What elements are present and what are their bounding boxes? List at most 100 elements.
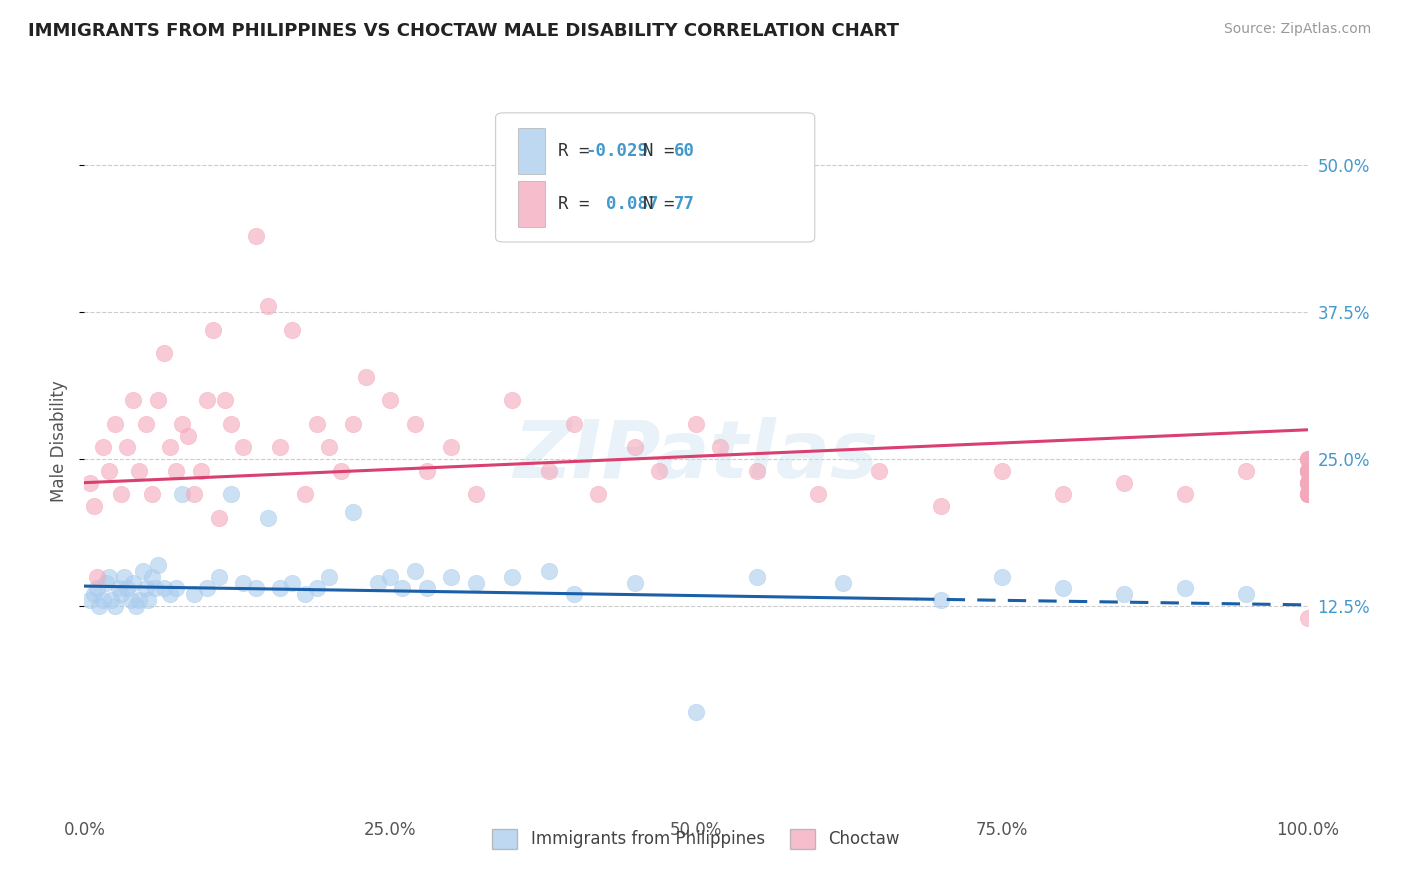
Point: [1296, 475, 1319, 490]
Point: [1296, 475, 1319, 490]
Text: ZIPatlas: ZIPatlas: [513, 417, 879, 495]
Point: [91, 593, 114, 607]
Point: [97, 570, 120, 584]
Point: [96, 575, 118, 590]
Point: [141, 570, 163, 584]
Point: [709, 441, 731, 455]
Point: [143, 582, 166, 596]
Point: [1296, 464, 1319, 478]
Point: [269, 582, 291, 596]
Point: [1296, 452, 1319, 467]
Point: [305, 582, 328, 596]
Text: N =: N =: [643, 142, 685, 160]
Point: [1296, 487, 1319, 501]
Point: [219, 417, 242, 431]
Text: 77: 77: [673, 194, 695, 213]
Point: [146, 393, 169, 408]
Point: [1174, 582, 1197, 596]
Point: [128, 593, 150, 607]
Text: 0.087: 0.087: [585, 194, 658, 213]
Point: [83, 587, 105, 601]
Point: [115, 582, 138, 596]
Point: [232, 441, 254, 455]
Point: [281, 323, 304, 337]
Point: [367, 575, 389, 590]
Point: [195, 393, 218, 408]
Point: [685, 705, 707, 719]
Point: [177, 428, 200, 442]
Point: [831, 575, 853, 590]
Point: [122, 393, 145, 408]
Point: [115, 441, 138, 455]
Point: [100, 593, 122, 607]
Point: [1296, 487, 1319, 501]
Point: [135, 417, 157, 431]
Point: [1296, 611, 1319, 625]
Point: [1296, 452, 1319, 467]
Point: [380, 393, 402, 408]
Point: [391, 582, 413, 596]
Point: [416, 464, 439, 478]
Point: [110, 587, 132, 601]
Point: [869, 464, 891, 478]
Point: [586, 487, 609, 501]
Point: [183, 587, 205, 601]
Point: [502, 570, 524, 584]
Point: [97, 464, 120, 478]
Point: [269, 441, 291, 455]
Point: [281, 575, 304, 590]
Point: [1114, 587, 1136, 601]
Point: [190, 464, 212, 478]
Point: [1296, 487, 1319, 501]
Point: [1174, 487, 1197, 501]
Point: [624, 441, 647, 455]
Point: [87, 599, 110, 613]
Point: [562, 417, 585, 431]
Point: [440, 570, 463, 584]
Point: [342, 505, 364, 519]
Point: [380, 570, 402, 584]
Point: [330, 464, 353, 478]
Point: [201, 323, 224, 337]
Point: [245, 228, 267, 243]
Point: [257, 511, 280, 525]
Point: [294, 587, 316, 601]
Point: [122, 575, 145, 590]
Text: IMMIGRANTS FROM PHILIPPINES VS CHOCTAW MALE DISABILITY CORRELATION CHART: IMMIGRANTS FROM PHILIPPINES VS CHOCTAW M…: [28, 22, 898, 40]
Point: [1296, 487, 1319, 501]
Point: [159, 441, 181, 455]
Point: [404, 417, 426, 431]
Point: [219, 487, 242, 501]
Point: [104, 599, 127, 613]
Point: [86, 570, 108, 584]
Point: [440, 441, 463, 455]
Point: [257, 299, 280, 313]
Point: [991, 570, 1014, 584]
Point: [342, 417, 364, 431]
Point: [1114, 475, 1136, 490]
Point: [208, 570, 231, 584]
Point: [153, 346, 176, 360]
Point: [318, 570, 340, 584]
Point: [685, 417, 707, 431]
Point: [464, 487, 486, 501]
Point: [305, 417, 328, 431]
Text: Source: ZipAtlas.com: Source: ZipAtlas.com: [1223, 22, 1371, 37]
Point: [404, 564, 426, 578]
Point: [165, 464, 187, 478]
Point: [1236, 587, 1258, 601]
Point: [136, 593, 159, 607]
Point: [79, 475, 101, 490]
Point: [214, 393, 236, 408]
Point: [354, 370, 377, 384]
Point: [79, 593, 101, 607]
Point: [146, 558, 169, 572]
Point: [1296, 464, 1319, 478]
Point: [135, 582, 157, 596]
Point: [165, 582, 187, 596]
Point: [991, 464, 1014, 478]
Text: 60: 60: [673, 142, 695, 160]
Point: [107, 582, 129, 596]
Point: [416, 582, 439, 596]
Point: [110, 487, 132, 501]
